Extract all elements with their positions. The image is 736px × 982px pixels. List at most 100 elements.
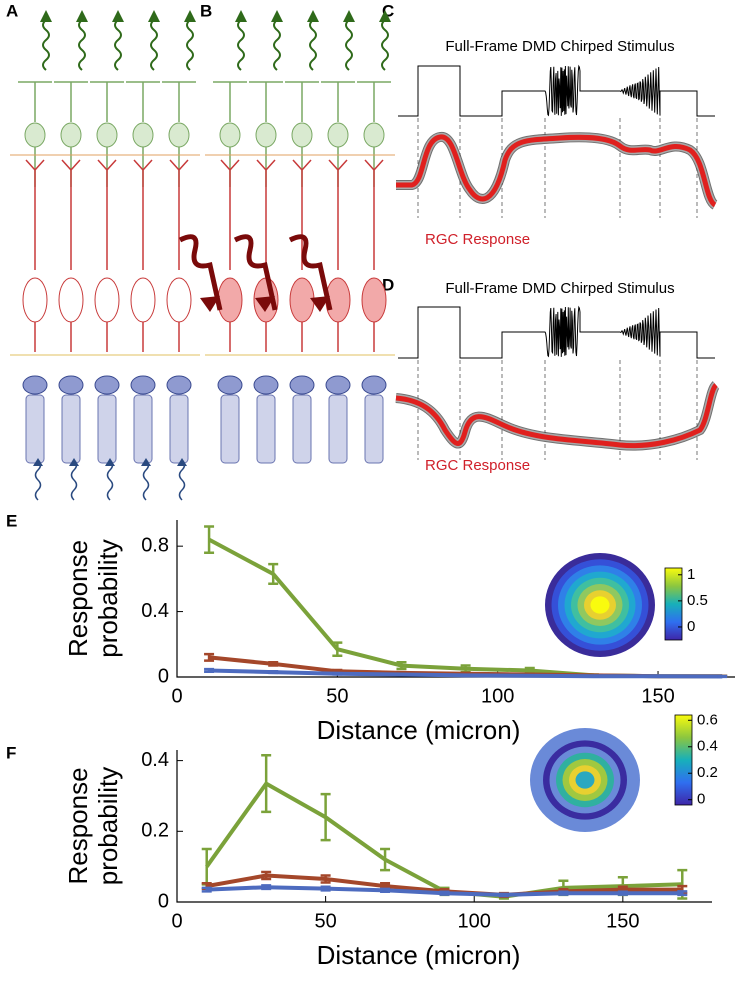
arrow-head (148, 10, 160, 22)
red-cell (133, 159, 153, 270)
error-bar (204, 667, 215, 674)
y-axis-label: Response (63, 540, 93, 657)
arrow-head (255, 296, 275, 312)
error-bar (201, 886, 212, 893)
blue-segment (133, 394, 153, 464)
red-cell (61, 159, 81, 270)
green-cell (213, 81, 247, 122)
arrow-head (33, 458, 43, 466)
green-cell (54, 81, 88, 122)
x-tick-label: 100 (458, 910, 491, 932)
red-cell (25, 159, 45, 270)
stimulus-trace (398, 64, 715, 117)
light-arrow (106, 459, 114, 501)
error-bar (588, 674, 599, 678)
light-arrow (114, 19, 122, 71)
blue-segment (25, 394, 45, 464)
light-arrow (273, 19, 281, 71)
error-bar (617, 890, 628, 896)
green-cell (321, 81, 355, 122)
green-soma (255, 122, 277, 148)
red-cell (328, 159, 348, 270)
y-tick-label: 0.4 (141, 600, 169, 622)
light-arrow (142, 459, 150, 501)
y-tick-label: 0 (158, 890, 169, 912)
green-soma (132, 122, 154, 148)
arrow-head (235, 10, 247, 22)
error-bar (332, 671, 343, 676)
arrow-head (177, 458, 187, 466)
stim-arrow (178, 234, 223, 311)
inset-ring (590, 596, 610, 614)
response-label: RGC Response (425, 231, 530, 248)
blue-segment (328, 394, 348, 464)
green-soma (60, 122, 82, 148)
y-tick-label: 0.2 (141, 820, 169, 842)
arrow-head (76, 10, 88, 22)
error-bar (320, 874, 331, 884)
error-bar (204, 525, 215, 554)
colorbar-tick-label: 0 (687, 618, 695, 635)
light-arrow (237, 19, 245, 71)
arrow-head (40, 10, 52, 22)
y-tick-label: 0 (158, 665, 169, 687)
error-bar (460, 673, 471, 678)
blue-soma (58, 375, 84, 395)
green-soma (327, 122, 349, 148)
green-soma (168, 122, 190, 148)
blue-soma (325, 375, 351, 395)
blue-segment (169, 394, 189, 464)
arrow-head (307, 10, 319, 22)
red-soma (217, 277, 243, 323)
green-cell (357, 81, 391, 122)
error-bar (332, 641, 343, 657)
error-bar (204, 652, 215, 662)
error-bar (653, 674, 664, 678)
blue-soma (289, 375, 315, 395)
arrow-head (343, 10, 355, 22)
stimulus-title: Full-Frame DMD Chirped Stimulus (445, 38, 674, 55)
error-bar (498, 892, 509, 898)
stim-arrow (288, 234, 333, 311)
error-bar (677, 890, 688, 897)
green-cell (126, 81, 160, 122)
error-bar (320, 885, 331, 892)
light-arrow (381, 19, 389, 71)
blue-soma (217, 375, 243, 395)
error-bar (268, 670, 279, 675)
arrow-head (200, 296, 220, 312)
x-tick-label: 0 (171, 910, 182, 932)
x-tick-label: 50 (314, 910, 336, 932)
colorbar-tick-label: 0.4 (697, 738, 718, 755)
y-axis-label: probability (93, 539, 123, 658)
green-cell (90, 81, 124, 122)
green-soma (96, 122, 118, 148)
x-axis-label: Distance (micron) (317, 715, 521, 745)
red-soma (289, 277, 315, 323)
light-arrow (42, 19, 50, 71)
colorbar-tick-label: 0.6 (697, 711, 718, 728)
panel-label: A (6, 1, 18, 20)
red-soma (22, 277, 48, 323)
error-bar (268, 661, 279, 667)
colorbar-tick-label: 0 (697, 791, 705, 808)
response-label: RGC Response (425, 457, 530, 474)
blue-soma (22, 375, 48, 395)
x-axis-label: Distance (micron) (317, 940, 521, 970)
blue-soma (253, 375, 279, 395)
blue-soma (361, 375, 387, 395)
blue-soma (94, 375, 120, 395)
y-axis-label: Response (63, 767, 93, 884)
light-arrow (345, 19, 353, 71)
light-arrow (34, 459, 42, 501)
light-arrow (150, 19, 158, 71)
error-bar (717, 674, 728, 679)
arrow-head (112, 10, 124, 22)
green-cell (249, 81, 283, 122)
red-cell (220, 159, 240, 270)
response-trace (396, 134, 717, 208)
arrow-head (184, 10, 196, 22)
error-bar (261, 754, 272, 814)
light-arrow (309, 19, 317, 71)
blue-segment (364, 394, 384, 464)
